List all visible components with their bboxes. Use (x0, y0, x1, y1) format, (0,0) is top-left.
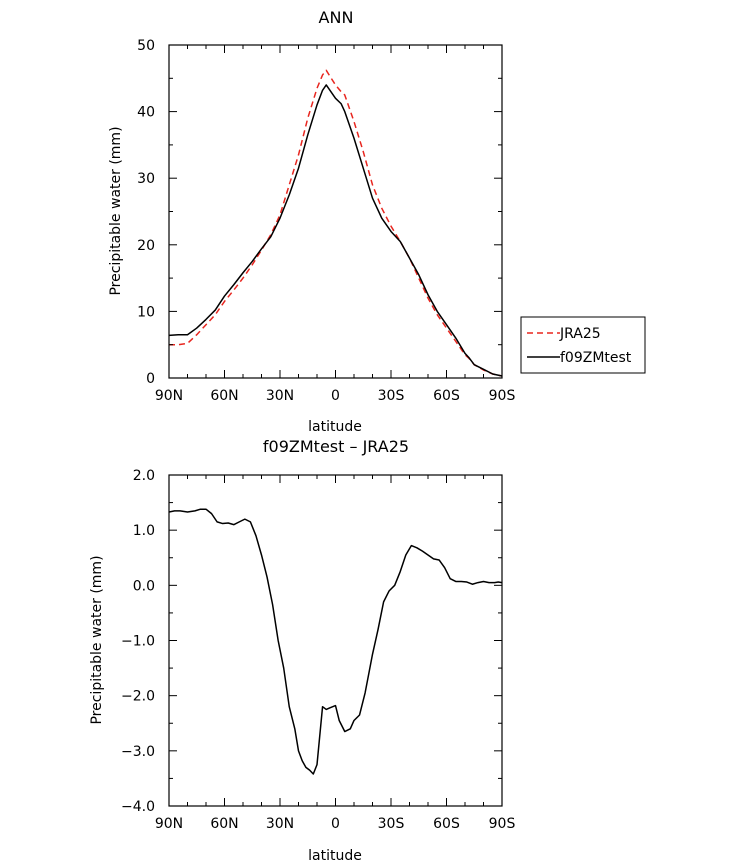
top-y-tick-label: 50 (137, 38, 155, 54)
top-x-tick-label: 0 (331, 388, 340, 404)
bottom-panel-ylabel: Precipitable water (mm) (89, 555, 105, 724)
bottom-y-tick-label: 2.0 (133, 468, 155, 484)
top-plot-frame (168, 44, 503, 379)
top-panel-title: ANN (319, 8, 354, 27)
top-y-tick-label: 0 (146, 371, 155, 387)
bottom-y-tick-label: −1.0 (121, 634, 155, 650)
bottom-panel-xlabel: latitude (308, 848, 362, 864)
top-panel-ann: ANN 90N 60N 30N 0 30S 60S 90S 0 10 20 30 40 50 latit… (108, 8, 646, 435)
bottom-panel-title: f09ZMtest – JRA25 (263, 437, 409, 456)
top-panel-axes: 90N 60N 30N 0 30S 60S 90S 0 10 20 30 40 50 (137, 38, 515, 404)
top-y-tick-label: 20 (137, 238, 155, 254)
bottom-y-tick-label: −3.0 (121, 744, 155, 760)
bottom-plot-frame (168, 474, 503, 807)
bottom-x-tick-label: 0 (331, 816, 340, 832)
bottom-y-tick-label: −4.0 (121, 799, 155, 815)
bottom-x-tick-label: 30S (378, 816, 405, 832)
bottom-x-tick-label: 60N (210, 816, 238, 832)
top-panel-series (168, 69, 503, 377)
bottom-panel-difference: f09ZMtest – JRA25 90N 60N 30N 0 30S 60S 90S −4.… (89, 437, 515, 864)
bottom-panel-axes: 90N 60N 30N 0 30S 60S 90S −4.0 −3.0 −2.0 −1.0 0.0 1.… (121, 468, 515, 832)
top-panel-xlabel: latitude (308, 419, 362, 435)
bottom-x-tick-label: 90S (489, 816, 516, 832)
top-y-tick-label: 10 (137, 304, 155, 320)
bottom-y-tick-label: 1.0 (133, 523, 155, 539)
top-series-line-jra25 (169, 69, 503, 377)
top-y-tick-label: 40 (137, 105, 155, 121)
top-x-tick-label: 60S (433, 388, 460, 404)
top-x-tick-label: 30N (266, 388, 294, 404)
bottom-x-tick-label: 60S (433, 816, 460, 832)
top-y-tick-label: 30 (137, 171, 155, 187)
top-panel-ylabel: Precipitable water (mm) (108, 126, 124, 295)
legend-box (520, 316, 646, 374)
top-x-tick-label: 90N (155, 388, 183, 404)
top-x-tick-label: 60N (210, 388, 238, 404)
top-x-tick-label: 90S (489, 388, 516, 404)
bottom-panel-series (168, 508, 503, 775)
bottom-y-tick-label: −2.0 (121, 689, 155, 705)
bottom-series-line-0 (168, 508, 503, 775)
bottom-y-tick-label: 0.0 (133, 578, 155, 594)
top-x-tick-label: 30S (378, 388, 405, 404)
legend-label-jra25: JRA25 (559, 326, 601, 342)
bottom-x-tick-label: 90N (155, 816, 183, 832)
bottom-x-tick-label: 30N (266, 816, 294, 832)
top-panel-legend: JRA25 f09ZMtest (520, 316, 646, 374)
legend-label-f09zmtest: f09ZMtest (560, 350, 632, 366)
top-series-line-f09zmtest (168, 84, 503, 377)
